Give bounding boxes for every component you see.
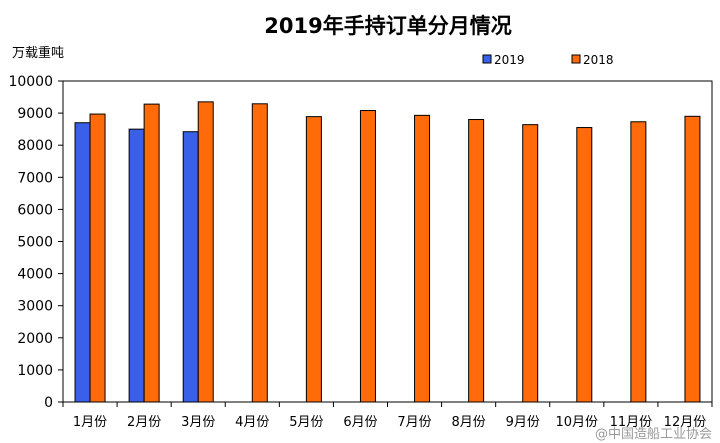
x-tick-label: 9月份: [506, 415, 540, 430]
x-tick-label: 5月份: [289, 415, 323, 430]
x-tick-label: 6月份: [343, 415, 377, 430]
bar-2019-2: [128, 128, 145, 403]
x-tick-label: 2月份: [127, 415, 161, 430]
legend-label-2019: 2019: [494, 53, 525, 67]
bar-2018-10: [576, 127, 593, 403]
bar-2018-9: [522, 124, 539, 403]
legend-swatch-2018: [571, 54, 581, 64]
y-tick-label: 3000: [17, 299, 53, 315]
bar-2018-8: [468, 119, 485, 403]
bar-2019-1: [74, 122, 91, 403]
y-tick-label: 8000: [17, 138, 53, 154]
bar-2018-12: [684, 115, 701, 403]
watermark-text: @中国造船工业协会: [595, 427, 712, 442]
bar-2018-6: [359, 110, 376, 403]
legend-label-2018: 2018: [583, 53, 614, 67]
y-tick-label: 7000: [17, 170, 53, 186]
x-tick-label: 10月份: [556, 415, 599, 430]
y-axis-unit-label: 万载重吨: [12, 45, 64, 61]
x-tick-label: 1月份: [73, 415, 107, 430]
bar-2018-11: [630, 121, 647, 403]
x-tick-label: 7月份: [397, 415, 431, 430]
bar-2018-7: [414, 114, 431, 403]
y-tick-label: 5000: [17, 235, 53, 251]
x-tick-label: 8月份: [451, 415, 485, 430]
bar-2019-3: [182, 131, 199, 403]
x-tick-label: 12月份: [664, 415, 707, 430]
chart-title: 2019年手持订单分月情况: [264, 14, 511, 38]
y-tick-label: 9000: [17, 106, 53, 122]
bar-2018-1: [89, 113, 106, 403]
bar-2018-2: [143, 103, 160, 403]
plot-area: 0 1000 2000 3000 4000 5000 6000 7000 8000 9000 100…: [8, 74, 713, 430]
y-tick-label: 4000: [17, 267, 53, 283]
x-tick-label: 3月份: [181, 415, 215, 430]
y-tick-label: 1000: [17, 363, 53, 379]
y-tick-label: 10000: [8, 74, 53, 90]
bar-2018-4: [251, 103, 268, 403]
plot-frame: [62, 80, 713, 403]
legend: 2019 2018: [482, 53, 614, 67]
x-tick-label: 4月份: [235, 415, 269, 430]
bar-2018-3: [197, 101, 214, 403]
x-tick-label: 11月份: [610, 415, 653, 430]
y-tick-label: 2000: [17, 331, 53, 347]
y-tick-label: 0: [44, 395, 53, 411]
y-tick-label: 6000: [17, 202, 53, 218]
legend-swatch-2019: [482, 54, 492, 64]
bar-2018-5: [305, 116, 322, 403]
